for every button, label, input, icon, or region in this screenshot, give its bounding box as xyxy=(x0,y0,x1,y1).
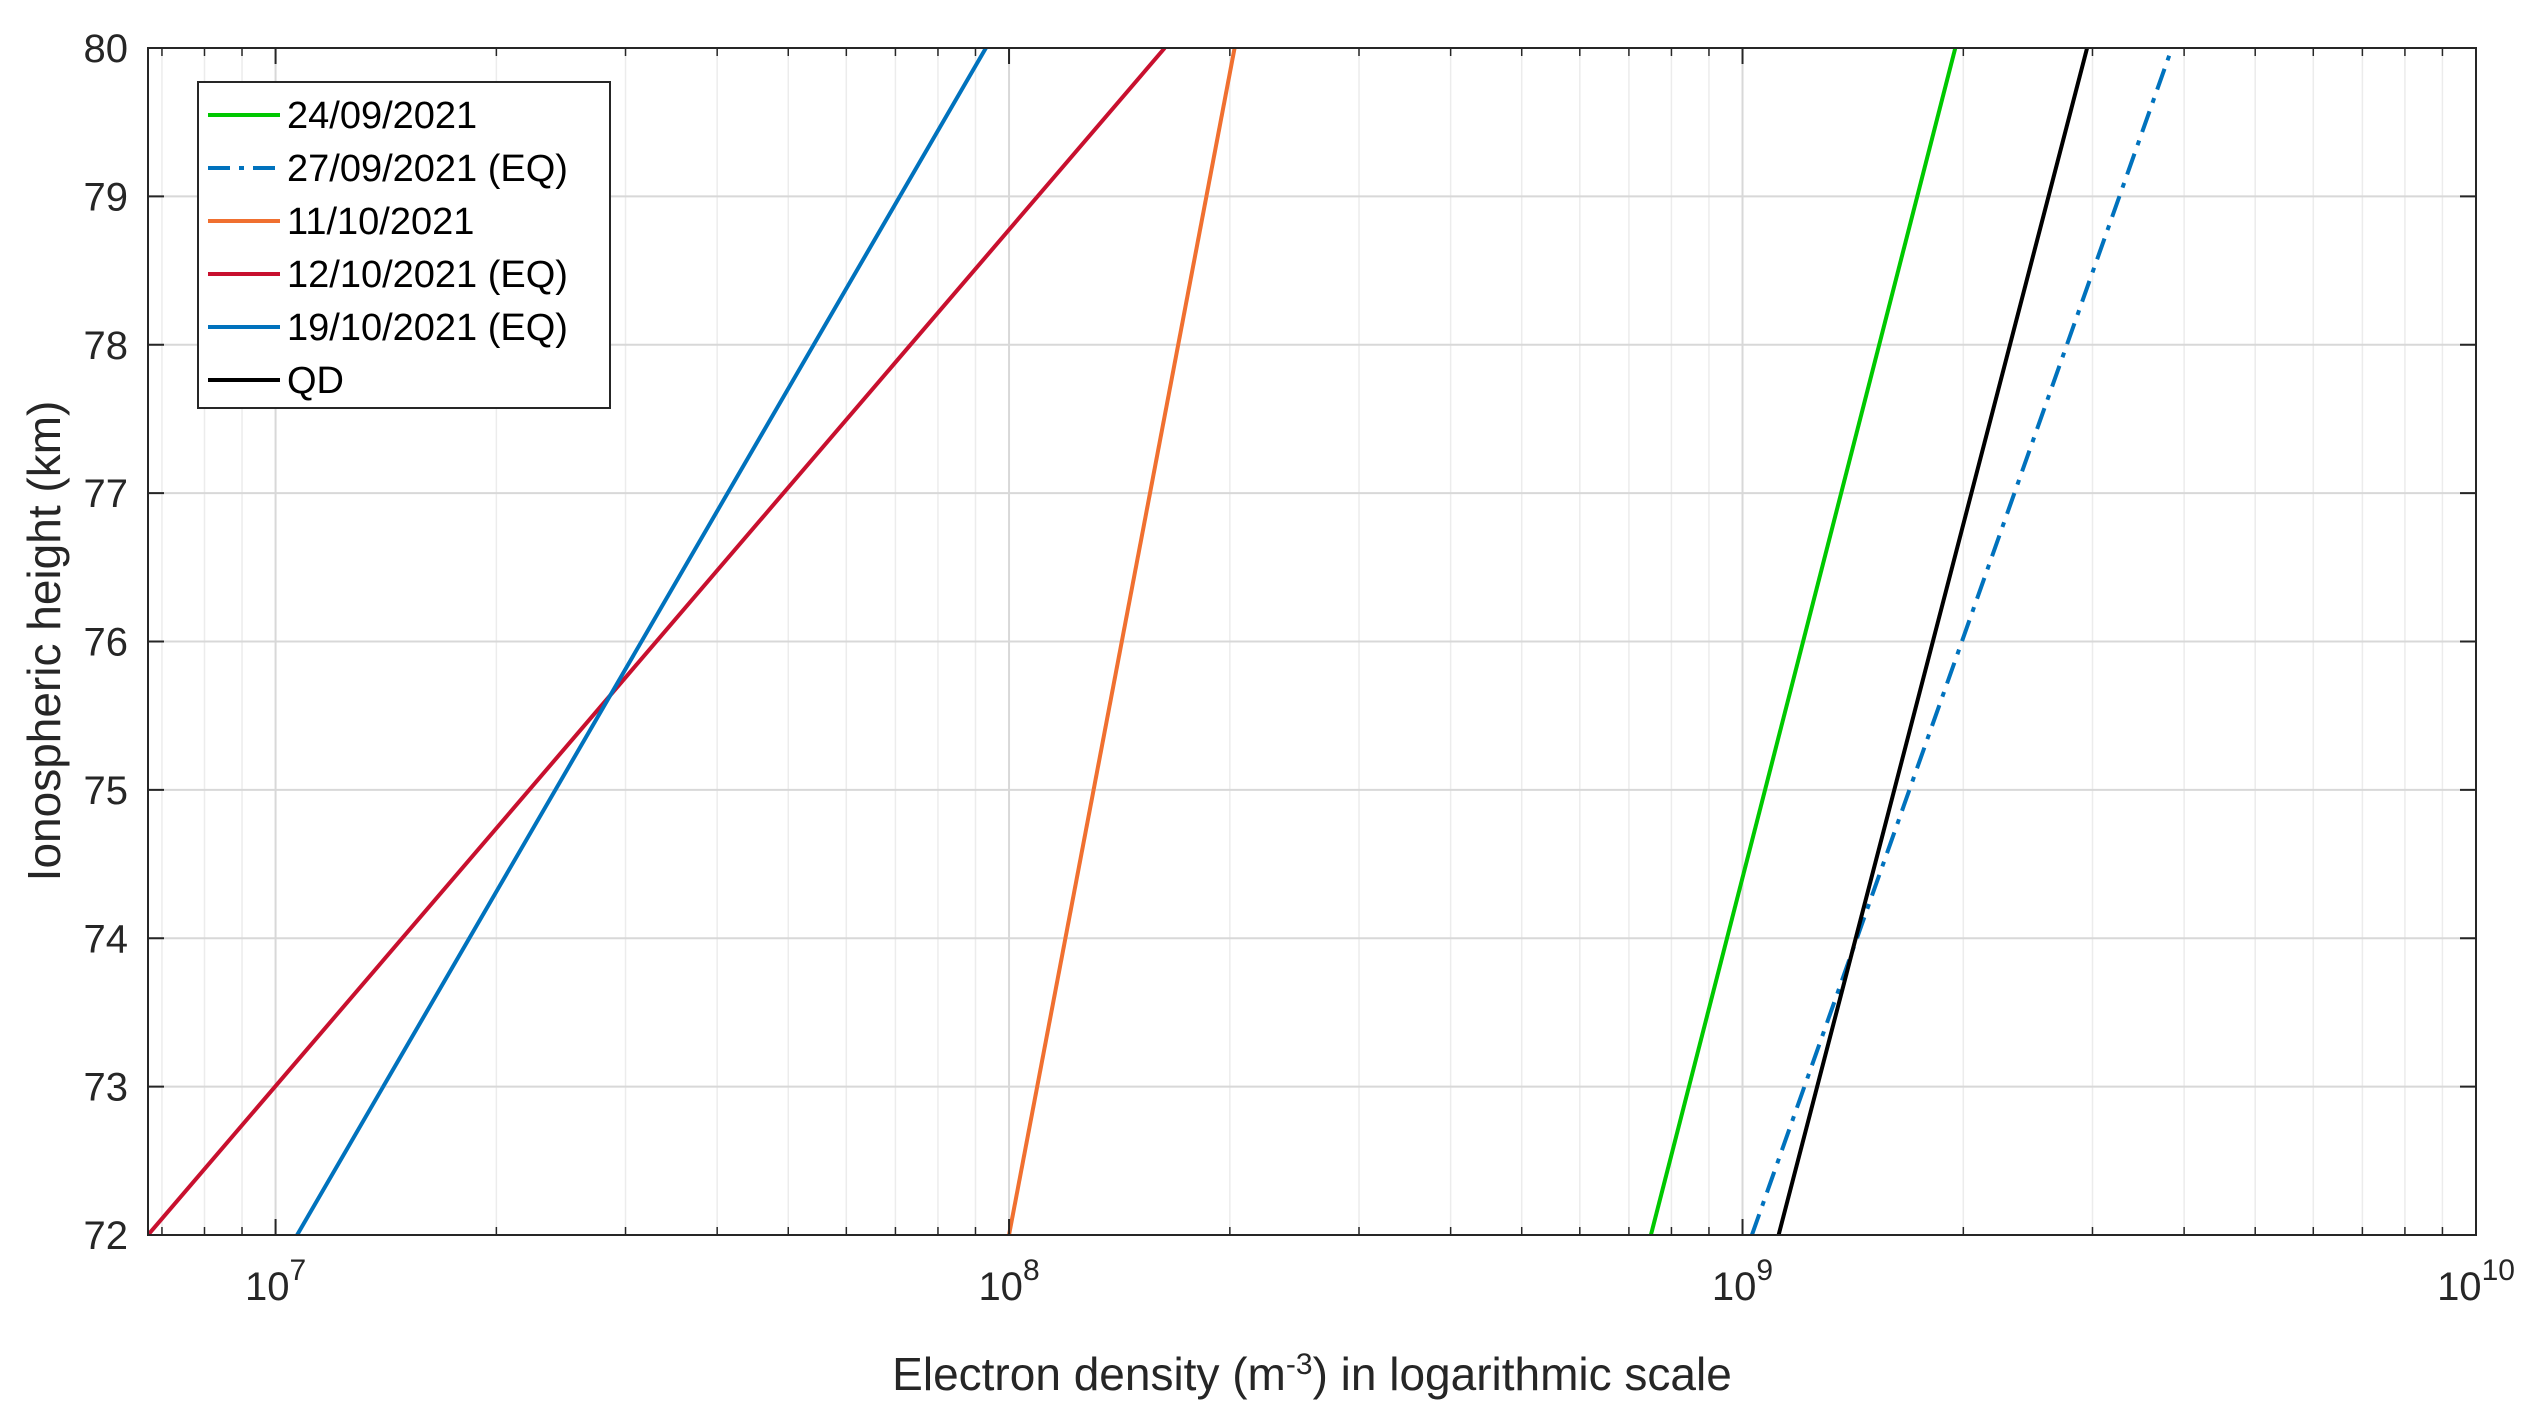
x-axis-title-suffix: ) in logarithmic scale xyxy=(1313,1348,1732,1400)
y-tick-label: 77 xyxy=(84,472,129,516)
y-tick-label: 79 xyxy=(84,175,129,219)
axis-frame xyxy=(147,47,2477,1236)
series-line-6 xyxy=(1776,48,2090,1235)
y-tick-label: 74 xyxy=(84,917,129,961)
series-line-5 xyxy=(295,48,988,1235)
legend-items: 24/09/2021 27/09/2021 (EQ) 11/10/2021 12/10… xyxy=(208,95,568,402)
x-tick-exponent: 7 xyxy=(289,1254,306,1287)
y-tick-label: 72 xyxy=(84,1214,129,1258)
legend-label-5: 19/10/2021 (EQ) xyxy=(287,307,568,349)
x-tick-base: 10 xyxy=(245,1265,290,1309)
y-axis-title: Ionospheric height (km) xyxy=(18,401,70,882)
y-tick-label: 76 xyxy=(84,621,129,665)
y-tick-label: 75 xyxy=(84,769,129,813)
series-line-1 xyxy=(1648,48,1958,1235)
legend-box xyxy=(197,81,611,409)
x-tick-label: 1010 xyxy=(2437,1254,2515,1309)
legend-label-4: 12/10/2021 (EQ) xyxy=(287,254,568,296)
x-axis-ticks: 107 108 109 1010 xyxy=(245,1254,2515,1309)
x-tick-base: 10 xyxy=(978,1265,1023,1309)
x-tick-exponent: 9 xyxy=(1756,1254,1773,1287)
x-tick-label: 109 xyxy=(1712,1254,1773,1309)
legend-label-1: 24/09/2021 xyxy=(287,95,477,137)
series-line-4 xyxy=(148,48,1167,1235)
series-line-3 xyxy=(1007,48,1237,1235)
y-tick-label: 80 xyxy=(84,27,129,71)
legend: 24/09/2021 27/09/2021 (EQ) 11/10/2021 12/10… xyxy=(197,81,611,409)
y-tick-label: 78 xyxy=(84,324,129,368)
x-tick-label: 107 xyxy=(245,1254,306,1309)
series-line-2 xyxy=(1750,48,2174,1235)
x-tick-base: 10 xyxy=(2437,1265,2482,1309)
x-axis-title: Electron density (m-3) in logarithmic sc… xyxy=(892,1348,1732,1401)
axes-box xyxy=(147,47,2477,1236)
x-axis-title-prefix: Electron density (m xyxy=(892,1348,1286,1400)
legend-label-6: QD xyxy=(287,360,344,402)
legend-label-3: 11/10/2021 xyxy=(287,201,474,243)
series-layer xyxy=(148,48,2174,1235)
x-tick-exponent: 8 xyxy=(1023,1254,1040,1287)
y-axis-ticks: 72 73 74 75 76 77 78 79 80 xyxy=(84,27,129,1258)
x-tick-exponent: 10 xyxy=(2482,1254,2515,1287)
x-tick-label: 108 xyxy=(978,1254,1039,1309)
legend-label-2: 27/09/2021 (EQ) xyxy=(287,148,568,190)
x-tick-base: 10 xyxy=(1712,1265,1757,1309)
x-axis-title-superscript: -3 xyxy=(1286,1348,1313,1381)
y-tick-label: 73 xyxy=(84,1066,129,1110)
